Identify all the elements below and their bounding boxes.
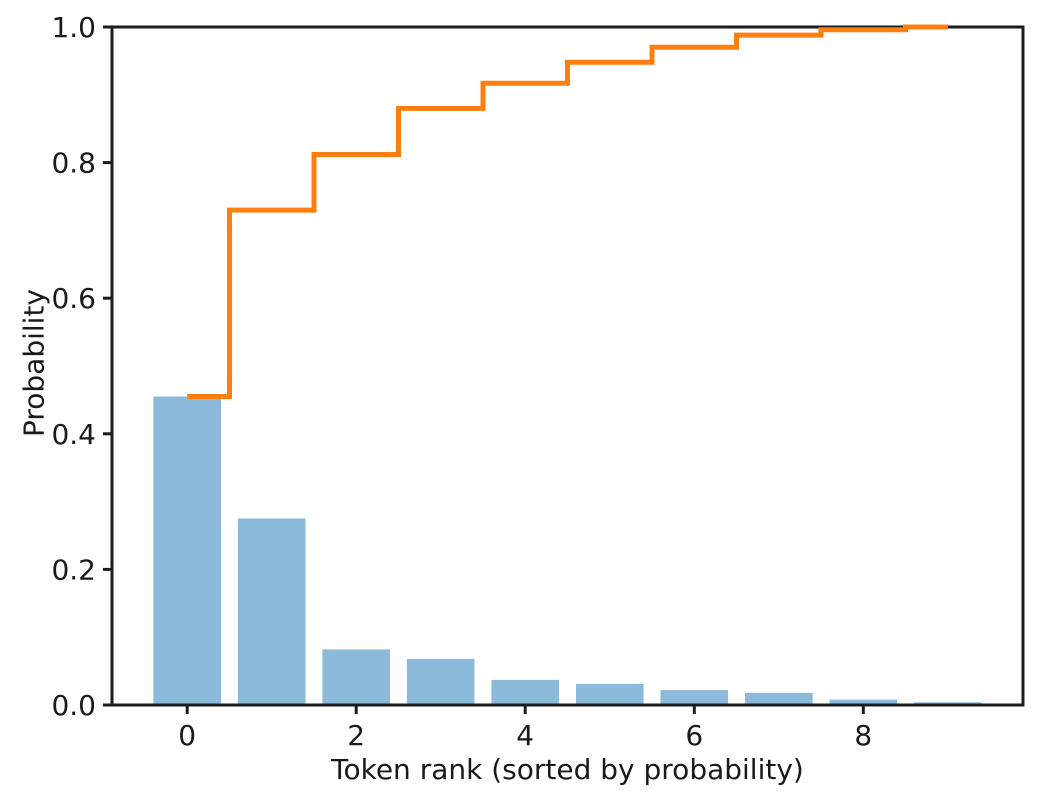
bar-rank-0 <box>153 396 221 705</box>
y-axis-label: Probability <box>17 288 51 438</box>
x-tick-label: 8 <box>854 719 872 752</box>
y-tick-label: 0.0 <box>51 689 96 722</box>
bar-rank-6 <box>660 690 729 705</box>
bar-rank-5 <box>576 684 644 705</box>
cumulative-step-line <box>187 24 948 399</box>
x-tick-label: 4 <box>516 719 534 752</box>
bar-rank-7 <box>745 692 813 705</box>
y-tick-label: 0.6 <box>51 282 96 315</box>
y-tick-label: 0.8 <box>51 147 96 180</box>
y-tick-label: 1.0 <box>51 11 96 44</box>
bar-rank-1 <box>237 518 306 705</box>
bar-rank-3 <box>406 658 475 705</box>
y-tick-label: 0.4 <box>51 418 96 451</box>
bar-rank-8 <box>829 699 898 705</box>
plot-border <box>110 25 1025 707</box>
bar-rank-4 <box>491 679 559 705</box>
x-tick-label: 0 <box>178 719 196 752</box>
bar-rank-2 <box>322 649 390 705</box>
x-tick-label: 2 <box>347 719 365 752</box>
x-tick-label: 6 <box>685 719 703 752</box>
y-tick-label: 0.2 <box>51 553 96 586</box>
x-axis-label: Token rank (sorted by probability) <box>331 753 804 786</box>
